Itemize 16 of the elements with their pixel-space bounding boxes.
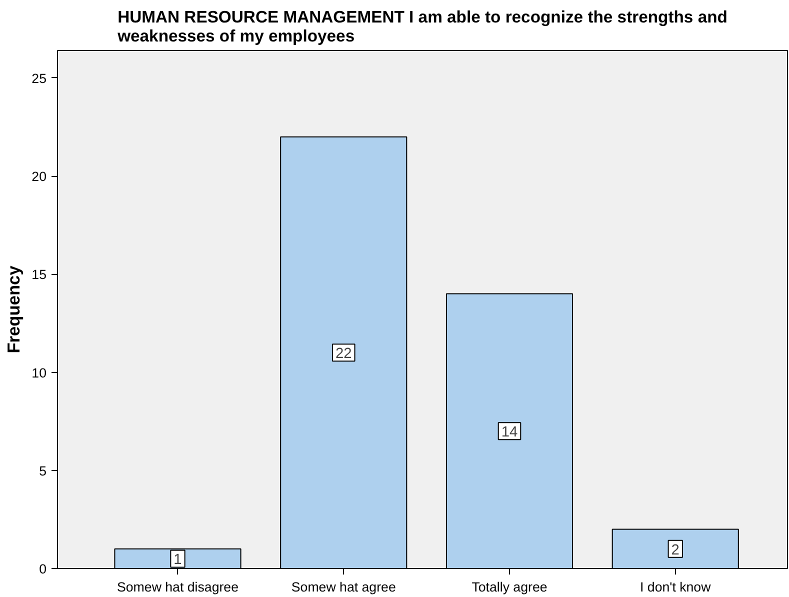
y-tick-label: 10 bbox=[32, 365, 47, 380]
y-tick-label: 0 bbox=[39, 562, 47, 576]
x-tick-label: Totally agree bbox=[472, 580, 548, 594]
y-tick-label: 15 bbox=[32, 267, 47, 282]
y-axis-title: Frequency bbox=[4, 265, 24, 354]
x-tick-label: Somew hat disagree bbox=[117, 580, 239, 594]
x-tick-label: Somew hat agree bbox=[291, 580, 396, 594]
chart-title: HUMAN RESOURCE MANAGEMENT I am able to recognize the strengths and weaknesses of my employees bbox=[116, 8, 728, 46]
y-tick-label: 5 bbox=[39, 463, 47, 478]
data-label: 22 bbox=[335, 346, 352, 362]
y-tick-label: 20 bbox=[32, 169, 47, 184]
y-tick-label: 25 bbox=[32, 70, 47, 86]
data-label: 2 bbox=[671, 542, 680, 558]
x-tick-label: I don't know bbox=[640, 580, 712, 594]
data-label: 1 bbox=[174, 552, 182, 568]
data-label: 14 bbox=[501, 424, 518, 441]
